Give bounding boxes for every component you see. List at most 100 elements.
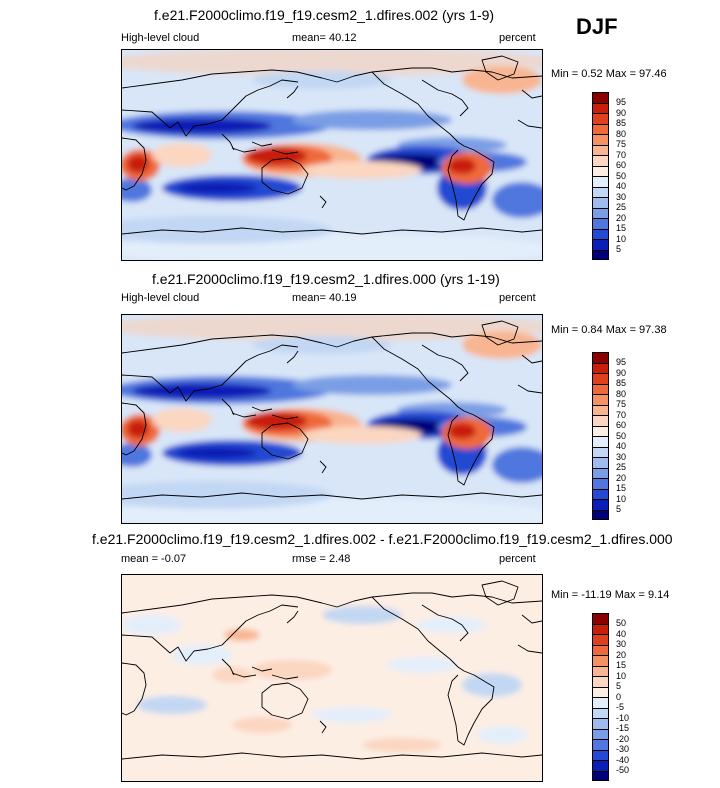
colorbar-swatch	[592, 404, 609, 415]
colorbar-tick-label: 15	[616, 223, 627, 233]
panel-3-title: f.e21.F2000climo.f19_f19.cesm2_1.dfires.…	[92, 531, 673, 547]
colorbar-tick-label: -5	[616, 702, 625, 712]
panel-3-map	[121, 574, 543, 782]
colorbar-swatch	[592, 207, 609, 218]
colorbar-tick-label: -20	[616, 733, 630, 744]
colorbar-swatch	[592, 144, 609, 155]
colorbar-tick-label: 75	[616, 399, 627, 409]
colorbar-swatch	[592, 425, 609, 436]
panel-2-variable-label: High-level cloud	[121, 292, 200, 304]
colorbar-tick-label: 0	[616, 691, 622, 702]
colorbar-tick-label: 85	[616, 118, 627, 128]
panel-2-units-label: percent	[499, 292, 536, 304]
colorbar-swatch	[592, 749, 609, 760]
colorbar-tick-label: 50	[616, 618, 627, 628]
colorbar-tick-label: 40	[616, 628, 627, 639]
colorbar-tick-label: -50	[616, 765, 630, 775]
colorbar-tick-label: 50	[616, 430, 627, 441]
colorbar-tick-label: 15	[616, 660, 627, 670]
colorbar-swatch	[592, 707, 609, 718]
colorbar-tick-label: 75	[616, 139, 627, 149]
colorbar-tick-label: 30	[616, 639, 627, 649]
colorbar-swatch	[592, 634, 609, 645]
colorbar-swatch	[592, 760, 609, 771]
colorbar-tick-label: 30	[616, 451, 627, 462]
colorbar-swatch	[592, 394, 609, 405]
colorbar-tick-label: 10	[616, 670, 627, 681]
colorbar-tick-label: 40	[616, 181, 627, 191]
season-label: DJF	[576, 14, 618, 39]
colorbar-tick-label: -15	[616, 723, 630, 733]
colorbar-tick-label: 5	[616, 681, 622, 691]
colorbar-swatches	[592, 613, 609, 781]
colorbar-swatch	[592, 613, 609, 624]
colorbar-swatch	[592, 446, 609, 457]
colorbar-swatch	[592, 228, 609, 239]
colorbar-swatch	[592, 415, 609, 426]
colorbar-tick-label: 95	[616, 357, 627, 367]
colorbar-swatch	[592, 239, 609, 250]
colorbar-tick-label: 10	[616, 493, 627, 504]
colorbar-tick-label: 15	[616, 483, 627, 493]
panel-3-mean-label: mean = -0.07	[121, 553, 187, 565]
colorbar-tick-label: -40	[616, 754, 630, 765]
colorbar-swatch	[592, 697, 609, 708]
panel-2-mean-label: mean= 40.19	[292, 292, 357, 304]
colorbar-swatch	[592, 457, 609, 468]
panel-1-map-svg	[122, 50, 542, 260]
colorbar-swatch	[592, 739, 609, 750]
colorbar-swatches	[592, 352, 609, 520]
colorbar-swatch	[592, 718, 609, 729]
colorbar-swatch	[592, 499, 609, 510]
colorbar-swatch	[592, 644, 609, 655]
panel-1-mean-label: mean= 40.12	[292, 32, 357, 44]
panel-3-colorbar: 50 40 30 20 15 10 5 0 -5 -10 -15 -20 -30 -40 -50	[592, 613, 629, 781]
colorbar-tick-label: 70	[616, 149, 627, 160]
colorbar-tick-label: 5	[616, 244, 622, 254]
colorbar-tick-label: -10	[616, 712, 630, 723]
panel-3-minmax: Min = -11.19 Max = 9.14	[551, 589, 670, 601]
panel-3-map-svg	[122, 575, 542, 781]
colorbar-swatch	[592, 352, 609, 363]
colorbar-swatch	[592, 176, 609, 187]
colorbar-swatch	[592, 770, 609, 781]
panel-3-rmse-label: rmse = 2.48	[292, 553, 351, 565]
colorbar-tick-label: 30	[616, 191, 627, 202]
colorbar-tick-label: 90	[616, 367, 627, 378]
colorbar-swatch	[592, 113, 609, 124]
colorbar-swatch	[592, 467, 609, 478]
colorbar-swatch	[592, 478, 609, 489]
colorbar-swatch	[592, 123, 609, 134]
colorbar-tick-label: 70	[616, 409, 627, 420]
panel-1-minmax: Min = 0.52 Max = 97.46	[551, 68, 667, 80]
panel-1-units-label: percent	[499, 32, 536, 44]
panel-2-minmax: Min = 0.84 Max = 97.38	[551, 324, 667, 336]
colorbar-swatch	[592, 165, 609, 176]
colorbar-tick-label: 20	[616, 472, 627, 483]
colorbar-swatch	[592, 383, 609, 394]
colorbar-swatch	[592, 186, 609, 197]
colorbar-swatch	[592, 218, 609, 229]
colorbar-swatch	[592, 665, 609, 676]
colorbar-swatch	[592, 655, 609, 666]
colorbar-swatch	[592, 686, 609, 697]
colorbar-swatch	[592, 197, 609, 208]
colorbar-tick-label: 60	[616, 420, 627, 430]
panel-1-map	[121, 49, 543, 261]
panel-1-title: f.e21.F2000climo.f19_f19.cesm2_1.dfires.…	[154, 7, 495, 23]
colorbar-tick-label: 40	[616, 441, 627, 451]
panel-3-units-label: percent	[499, 553, 536, 565]
panel-2-title: f.e21.F2000climo.f19_f19.cesm2_1.dfires.…	[152, 271, 500, 287]
colorbar-swatch	[592, 373, 609, 384]
colorbar-tick-label: 60	[616, 160, 627, 170]
colorbar-tick-label: 20	[616, 649, 627, 660]
colorbar-tick-label: 10	[616, 233, 627, 244]
colorbar-tick-label: 25	[616, 202, 627, 212]
colorbar-tick-label: 80	[616, 388, 627, 399]
colorbar-tick-label: 20	[616, 212, 627, 223]
colorbar-swatch	[592, 509, 609, 520]
colorbar-tick-label: -30	[616, 744, 630, 754]
colorbar-swatch	[592, 102, 609, 113]
colorbar-swatch	[592, 623, 609, 634]
panel-2-map-svg	[122, 315, 542, 523]
